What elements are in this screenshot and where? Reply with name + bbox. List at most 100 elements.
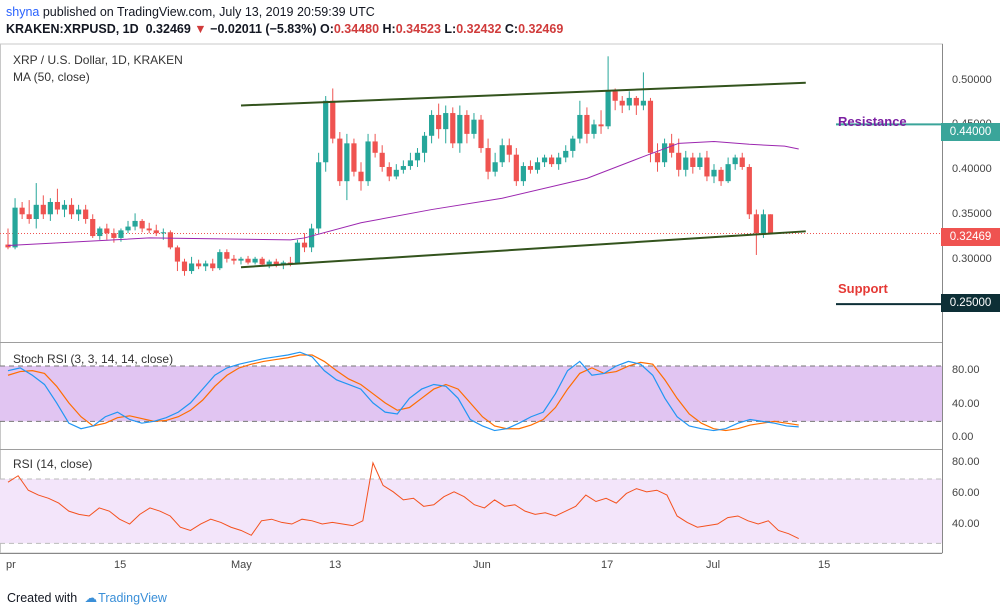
candle-body [591, 124, 597, 134]
price-pane[interactable] [0, 56, 942, 306]
candle-body [725, 164, 731, 182]
candle [718, 166, 724, 186]
close-label: C: [504, 22, 519, 36]
candle-body [605, 91, 611, 127]
candle [704, 150, 710, 182]
candle-body [767, 214, 774, 234]
candle-body [160, 232, 166, 234]
candle [210, 258, 216, 272]
tradingview-logo-icon[interactable]: ☁ [84, 591, 98, 605]
x-tick: May [231, 559, 252, 571]
candle-body [429, 114, 435, 136]
change-value: −0.02011 (−5.83%) [210, 22, 317, 36]
price-tick: 0.30000 [952, 253, 992, 265]
candle [732, 154, 738, 170]
candle [111, 228, 117, 243]
candle-body [76, 209, 82, 215]
candle-body [436, 114, 442, 130]
candle [549, 154, 555, 167]
candle [725, 157, 731, 184]
stoch-rsi-pane[interactable] [0, 351, 942, 432]
candle-body [33, 204, 39, 220]
candle [541, 154, 548, 167]
candle-body [146, 228, 152, 231]
candle [47, 198, 53, 221]
candle [301, 233, 308, 253]
candle-body [718, 169, 724, 182]
low-value: 0.32432 [456, 22, 502, 36]
author-name[interactable]: shyna [6, 5, 40, 19]
candle [231, 254, 237, 265]
candle [683, 150, 689, 177]
candle-body [499, 145, 505, 163]
candle-body [379, 152, 385, 167]
candle [591, 119, 597, 139]
tradingview-brand[interactable]: TradingView [98, 591, 167, 605]
candle [386, 162, 392, 182]
support-label: Support [838, 281, 888, 296]
candle-body [132, 220, 138, 227]
candle [499, 138, 505, 167]
stoch-k-line [7, 351, 799, 432]
candle [12, 198, 18, 250]
candle [400, 160, 406, 174]
candle-body [280, 262, 286, 265]
candle-body [683, 157, 689, 170]
candle-body [245, 258, 251, 263]
candle-body [203, 263, 209, 267]
candle-body [421, 135, 428, 153]
candle [443, 105, 449, 144]
candle [379, 145, 385, 172]
candle [711, 164, 717, 184]
candle-body [308, 228, 315, 248]
rsi-title[interactable]: RSI (14, close) [13, 457, 93, 471]
current-price-label: 0.32469 [941, 228, 1000, 246]
candle [344, 133, 350, 201]
candle [252, 256, 258, 265]
main-pane-title: XRP / U.S. Dollar, 1D, KRAKEN [13, 53, 183, 67]
candle-body [471, 119, 477, 134]
candle [33, 183, 39, 229]
candle [753, 209, 759, 255]
candle [556, 152, 562, 170]
candle [358, 162, 364, 191]
candle [563, 145, 569, 163]
candle-body [527, 166, 534, 170]
candle-body [676, 152, 682, 170]
candle-body [358, 171, 364, 182]
candle-body [104, 228, 110, 234]
candle [153, 224, 159, 237]
candle-body [534, 162, 541, 170]
candle-body [492, 162, 498, 172]
candle-body [485, 148, 491, 172]
candle-body [68, 204, 75, 215]
open-value: 0.34480 [333, 22, 380, 36]
candle-body [323, 100, 329, 163]
created-with-text: Created with [7, 591, 78, 605]
candle-body [224, 252, 230, 259]
ma-indicator-label[interactable]: MA (50, close) [13, 70, 90, 84]
candle [337, 131, 343, 186]
candle [421, 131, 428, 163]
stoch-rsi-title[interactable]: Stoch RSI (3, 3, 14, 14, close) [13, 352, 174, 366]
publish-line: shyna published on TradingView.com, July… [6, 5, 375, 19]
candle-body [570, 138, 576, 151]
candle [97, 226, 103, 240]
candle [633, 96, 639, 115]
candle-body [196, 263, 202, 267]
support-price-label: 0.25000 [941, 294, 1000, 312]
candle [570, 135, 576, 158]
candle-body [238, 258, 244, 261]
candle [746, 164, 752, 220]
rsi-pane[interactable] [0, 461, 942, 544]
high-value: 0.34523 [395, 22, 441, 36]
candle [330, 88, 336, 144]
candle [245, 255, 251, 265]
candle-body [61, 204, 68, 210]
candle [238, 256, 244, 265]
candle [457, 105, 463, 153]
candle [739, 152, 745, 170]
rsi-line [7, 461, 799, 539]
candle-body [188, 263, 195, 272]
